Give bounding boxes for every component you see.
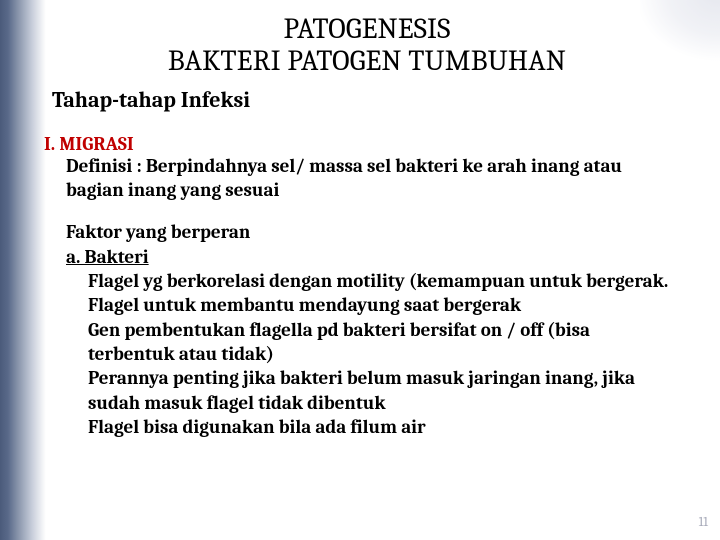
detail-lines: Flagel yg berkorelasi dengan motility (k… [88, 269, 676, 439]
faktor-a-bakteri: a. Bakteri [66, 245, 676, 269]
faktor-label: Faktor yang berperan [66, 220, 676, 244]
title-line-1: PATOGENESIS [283, 13, 450, 46]
slide-content: PATOGENESIS BAKTERI PATOGEN TUMBUHAN Tah… [0, 0, 720, 540]
page-number: 11 [699, 515, 708, 530]
detail-line-2: Gen pembentukan flagella pd bakteri bers… [88, 318, 676, 367]
slide-subtitle: Tahap-tahap Infeksi [52, 87, 684, 113]
body-content: I. MIGRASI Definisi : Berpindahnya sel/ … [44, 133, 684, 439]
section-heading-migrasi: I. MIGRASI [44, 133, 676, 155]
detail-line-1: Flagel yg berkorelasi dengan motility (k… [88, 269, 676, 318]
slide-title: PATOGENESIS BAKTERI PATOGEN TUMBUHAN [50, 14, 684, 79]
faktor-block: Faktor yang berperan a. Bakteri Flagel y… [66, 220, 676, 439]
detail-line-3: Perannya penting jika bakteri belum masu… [88, 366, 676, 415]
title-line-2: BAKTERI PATOGEN TUMBUHAN [168, 45, 566, 78]
detail-line-4: Flagel bisa digunakan bila ada filum air [88, 415, 676, 439]
definition-text: Definisi : Berpindahnya sel/ massa sel b… [66, 155, 676, 203]
